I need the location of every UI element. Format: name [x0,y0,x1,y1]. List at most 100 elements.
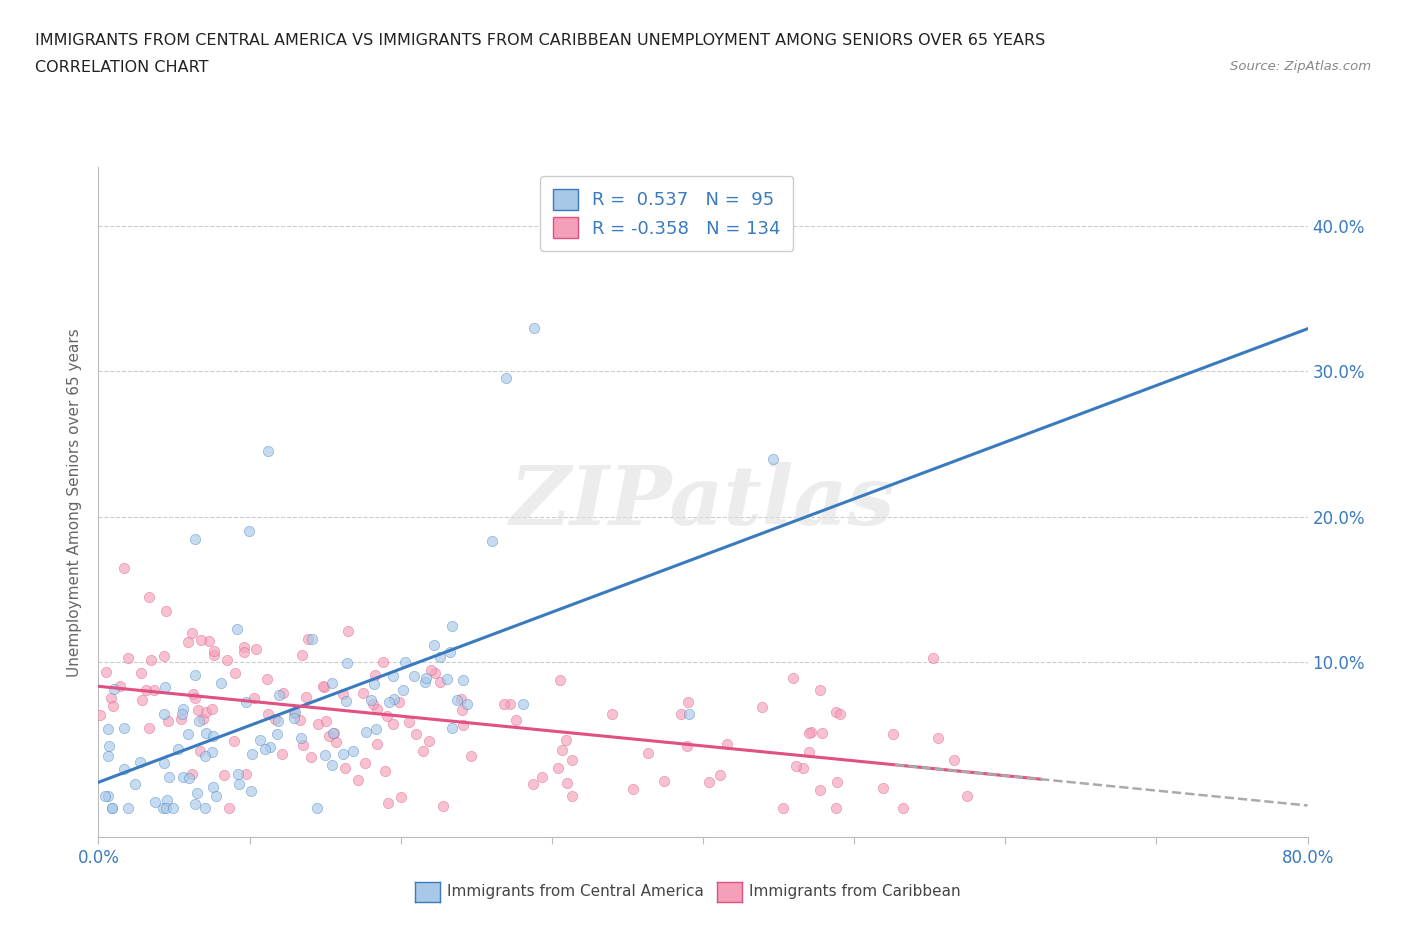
Point [388,695,411,710]
Point [100,691,122,706]
Point [103,682,125,697]
Point [235,766,257,781]
Point [637,746,659,761]
Point [301,631,323,646]
Point [337,624,360,639]
Point [266,727,288,742]
Point [267,687,290,702]
Point [312,680,335,695]
Point [429,649,451,664]
Text: Source: ZipAtlas.com: Source: ZipAtlas.com [1230,60,1371,73]
Point [249,732,271,747]
Point [135,683,157,698]
Point [378,695,401,710]
Point [243,690,266,705]
Point [212,767,235,782]
Point [621,782,644,797]
Point [201,745,224,760]
Point [782,671,804,685]
Point [352,685,374,700]
Point [299,750,322,764]
Point [143,795,166,810]
Point [811,726,834,741]
Point [253,741,276,756]
Point [456,698,478,712]
Point [499,697,522,711]
Point [405,726,427,741]
Point [772,801,794,816]
Point [188,744,211,759]
Point [131,693,153,708]
Point [927,730,949,745]
Point [363,676,385,691]
Point [218,801,240,816]
Point [413,674,436,689]
Point [97,721,120,736]
Point [315,713,337,728]
Point [441,618,464,633]
Point [194,801,217,816]
Point [440,721,463,736]
Point [239,784,262,799]
Point [157,714,180,729]
Point [240,747,263,762]
Point [678,706,700,721]
Point [117,801,139,816]
Point [112,560,135,575]
Point [162,801,184,816]
Point [561,789,583,804]
Point [291,647,314,662]
Point [366,701,388,716]
Point [235,695,257,710]
Text: Immigrants from Caribbean: Immigrants from Caribbean [749,884,962,899]
Point [360,693,382,708]
Point [225,621,247,636]
Point [956,788,979,803]
Point [290,731,312,746]
Point [373,655,395,670]
Point [830,707,852,722]
Point [245,642,267,657]
Point [297,631,319,646]
Point [129,755,152,770]
Text: CORRELATION CHART: CORRELATION CHART [35,60,208,75]
Point [181,626,204,641]
Point [283,711,305,725]
Point [432,799,454,814]
Point [170,711,193,726]
Point [259,739,281,754]
Point [423,637,446,652]
Text: IMMIGRANTS FROM CENTRAL AMERICA VS IMMIGRANTS FROM CARIBBEAN UNEMPLOYMENT AMONG : IMMIGRANTS FROM CENTRAL AMERICA VS IMMIG… [35,33,1046,47]
Point [332,687,354,702]
Point [142,683,165,698]
Point [209,675,232,690]
Point [697,775,720,790]
Point [201,779,224,794]
Point [97,789,120,804]
Point [335,761,357,776]
Point [797,725,820,740]
Point [295,690,318,705]
Point [523,320,546,335]
Point [321,675,343,690]
Point [233,640,256,655]
Point [652,774,675,789]
Point [785,759,807,774]
Point [129,665,152,680]
Point [451,673,474,688]
Point [181,686,204,701]
Point [547,761,569,776]
Point [335,694,357,709]
Point [193,711,215,726]
Point [117,650,139,665]
Point [312,679,335,694]
Point [492,697,515,711]
Point [561,753,583,768]
Point [224,734,246,749]
Point [676,738,699,753]
Point [172,769,194,784]
Point [233,644,256,659]
Point [335,656,357,671]
Point [450,702,472,717]
Point [100,801,122,816]
